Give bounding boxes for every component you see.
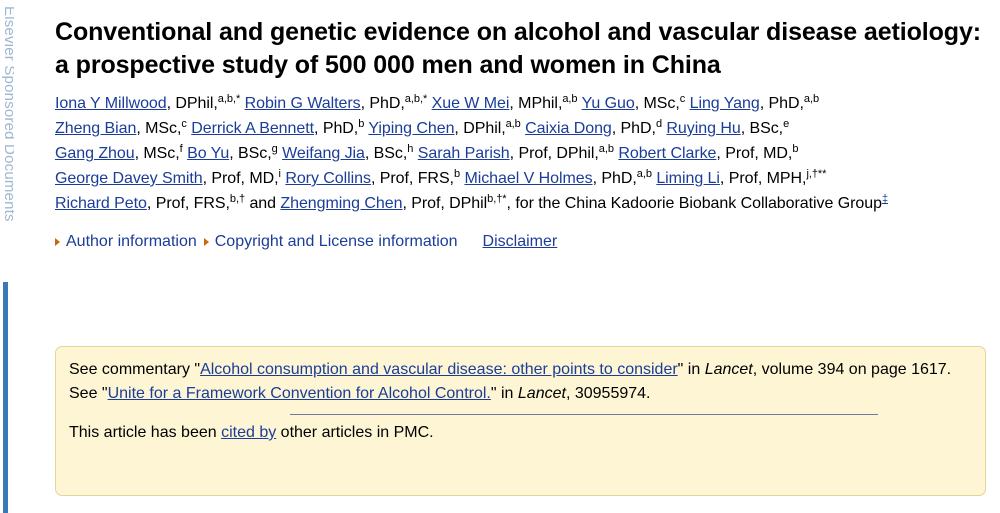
author-degree: , MSc,: [136, 120, 182, 137]
author-group-text: , for the China Kadoorie Biobank Collabo…: [506, 195, 882, 212]
author-link[interactable]: Ling Yang: [689, 95, 760, 112]
author-affiliation: b: [792, 143, 799, 155]
author-affiliation: e: [783, 118, 790, 130]
author-affiliation: d: [655, 118, 663, 130]
author-degree: , DPhil,: [454, 120, 506, 137]
author-information-label: Author information: [66, 233, 197, 250]
notice-text: " in: [677, 361, 705, 378]
framework-notice: See "Unite for a Framework Convention fo…: [69, 382, 973, 406]
notice-text: " in: [490, 385, 518, 402]
author-affiliation: a,b: [598, 143, 614, 155]
author-degree: , MSc,: [134, 145, 180, 162]
copyright-label: Copyright and License information: [214, 233, 458, 250]
copyright-toggle[interactable]: Copyright and License information: [203, 232, 458, 252]
author-degree: , PhD,: [592, 170, 637, 187]
author-list: Iona Y Millwood, DPhil,a,b,* Robin G Wal…: [55, 91, 990, 216]
author-affiliation: a,b: [562, 93, 578, 105]
author-link[interactable]: Richard Peto: [55, 195, 147, 212]
divider: [290, 414, 878, 415]
author-degree: , Prof, MD,: [716, 145, 793, 162]
expand-triangle-icon: [55, 238, 60, 246]
author-link[interactable]: Sarah Parish: [417, 145, 510, 162]
author-degree: , PhD,: [314, 120, 359, 137]
author-degree: , MPhil,: [509, 95, 563, 112]
cited-by-notice: This article has been cited by other art…: [69, 421, 973, 445]
author-connector: and: [245, 195, 281, 212]
author-degree: , Prof, DPhil: [402, 195, 488, 212]
author-degree: , BSc,: [364, 145, 408, 162]
author-link[interactable]: Yu Guo: [581, 95, 635, 112]
journal-name: Lancet: [704, 361, 753, 378]
cited-by-link[interactable]: cited by: [221, 424, 277, 441]
author-link[interactable]: Derrick A Bennett: [191, 120, 315, 137]
author-link[interactable]: Yiping Chen: [368, 120, 455, 137]
commentary-notice: See commentary "Alcohol consumption and …: [69, 358, 973, 382]
notice-text: See commentary ": [69, 361, 201, 378]
author-degree: , BSc,: [740, 120, 784, 137]
notice-text: , 30955974.: [565, 385, 651, 402]
author-degree: , Prof, DPhil,: [509, 145, 599, 162]
author-link[interactable]: Weifang Jia: [282, 145, 365, 162]
author-affiliation: a,b: [505, 118, 521, 130]
author-affiliation: a,b,*: [217, 93, 241, 105]
author-affiliation: b,†: [229, 193, 246, 205]
side-banner-bar: [3, 282, 8, 513]
author-link[interactable]: Robert Clarke: [618, 145, 717, 162]
author-affiliation: h: [407, 143, 414, 155]
author-affiliation: b: [358, 118, 365, 130]
author-affiliation: i: [278, 168, 281, 180]
commentary-link[interactable]: Alcohol consumption and vascular disease…: [200, 361, 678, 378]
author-affiliation: f: [179, 143, 183, 155]
author-affiliation: a,b: [636, 168, 652, 180]
side-banner-text: Elsevier Sponsored Documents: [1, 6, 14, 222]
author-degree: , PhD,: [759, 95, 804, 112]
author-degree: , Prof, MPH,: [719, 170, 807, 187]
author-link[interactable]: Robin G Walters: [244, 95, 361, 112]
author-degree: , BSc,: [229, 145, 272, 162]
expand-triangle-icon: [203, 238, 209, 246]
author-link[interactable]: Ruying Hu: [666, 120, 741, 137]
journal-name: Lancet: [517, 385, 566, 402]
article-header: Conventional and genetic evidence on alc…: [55, 16, 990, 252]
author-link[interactable]: Gang Zhou: [55, 145, 135, 162]
notice-text: See ": [69, 385, 108, 402]
author-affiliation: c: [181, 118, 187, 130]
side-banner: Elsevier Sponsored Documents: [0, 0, 14, 513]
author-degree: , MSc,: [634, 95, 680, 112]
author-degree: , Prof, FRS,: [146, 195, 230, 212]
author-affiliation: j,†**: [806, 168, 827, 180]
author-link[interactable]: Rory Collins: [285, 170, 371, 187]
author-degree: , Prof, MD,: [202, 170, 279, 187]
author-affiliation: b,†*: [487, 193, 507, 205]
notice-box: See commentary "Alcohol consumption and …: [55, 346, 986, 496]
author-link[interactable]: Bo Yu: [187, 145, 230, 162]
author-link[interactable]: Iona Y Millwood: [55, 95, 167, 112]
author-affiliation: a,b,*: [404, 93, 428, 105]
author-link[interactable]: Michael V Holmes: [464, 170, 593, 187]
notice-text: This article has been: [69, 424, 222, 441]
author-link[interactable]: George Davey Smith: [55, 170, 203, 187]
author-affiliation: c: [679, 93, 686, 105]
group-footnote-link[interactable]: ‡: [881, 193, 889, 205]
author-degree: , Prof, FRS,: [370, 170, 454, 187]
article-title: Conventional and genetic evidence on alc…: [55, 18, 981, 79]
notice-text: , volume 394 on page 1617.: [752, 361, 952, 378]
author-affiliation: a,b: [803, 93, 820, 105]
disclaimer-link[interactable]: Disclaimer: [482, 233, 558, 250]
author-affiliation: b: [453, 168, 461, 180]
author-link[interactable]: Caixia Dong: [525, 120, 612, 137]
author-information-toggle[interactable]: Author information: [55, 232, 197, 252]
author-degree: , PhD,: [611, 120, 656, 137]
author-link[interactable]: Zheng Bian: [55, 120, 137, 137]
author-degree: , PhD,: [360, 95, 405, 112]
author-link[interactable]: Liming Li: [656, 170, 720, 187]
author-link[interactable]: Xue W Mei: [431, 95, 510, 112]
author-degree: , DPhil,: [166, 95, 218, 112]
author-affiliation: g: [271, 143, 278, 155]
author-link[interactable]: Zhengming Chen: [280, 195, 403, 212]
notice-text: other articles in PMC.: [276, 424, 434, 441]
info-links: Author information Copyright and License…: [55, 232, 990, 252]
framework-link[interactable]: Unite for a Framework Convention for Alc…: [107, 385, 491, 402]
